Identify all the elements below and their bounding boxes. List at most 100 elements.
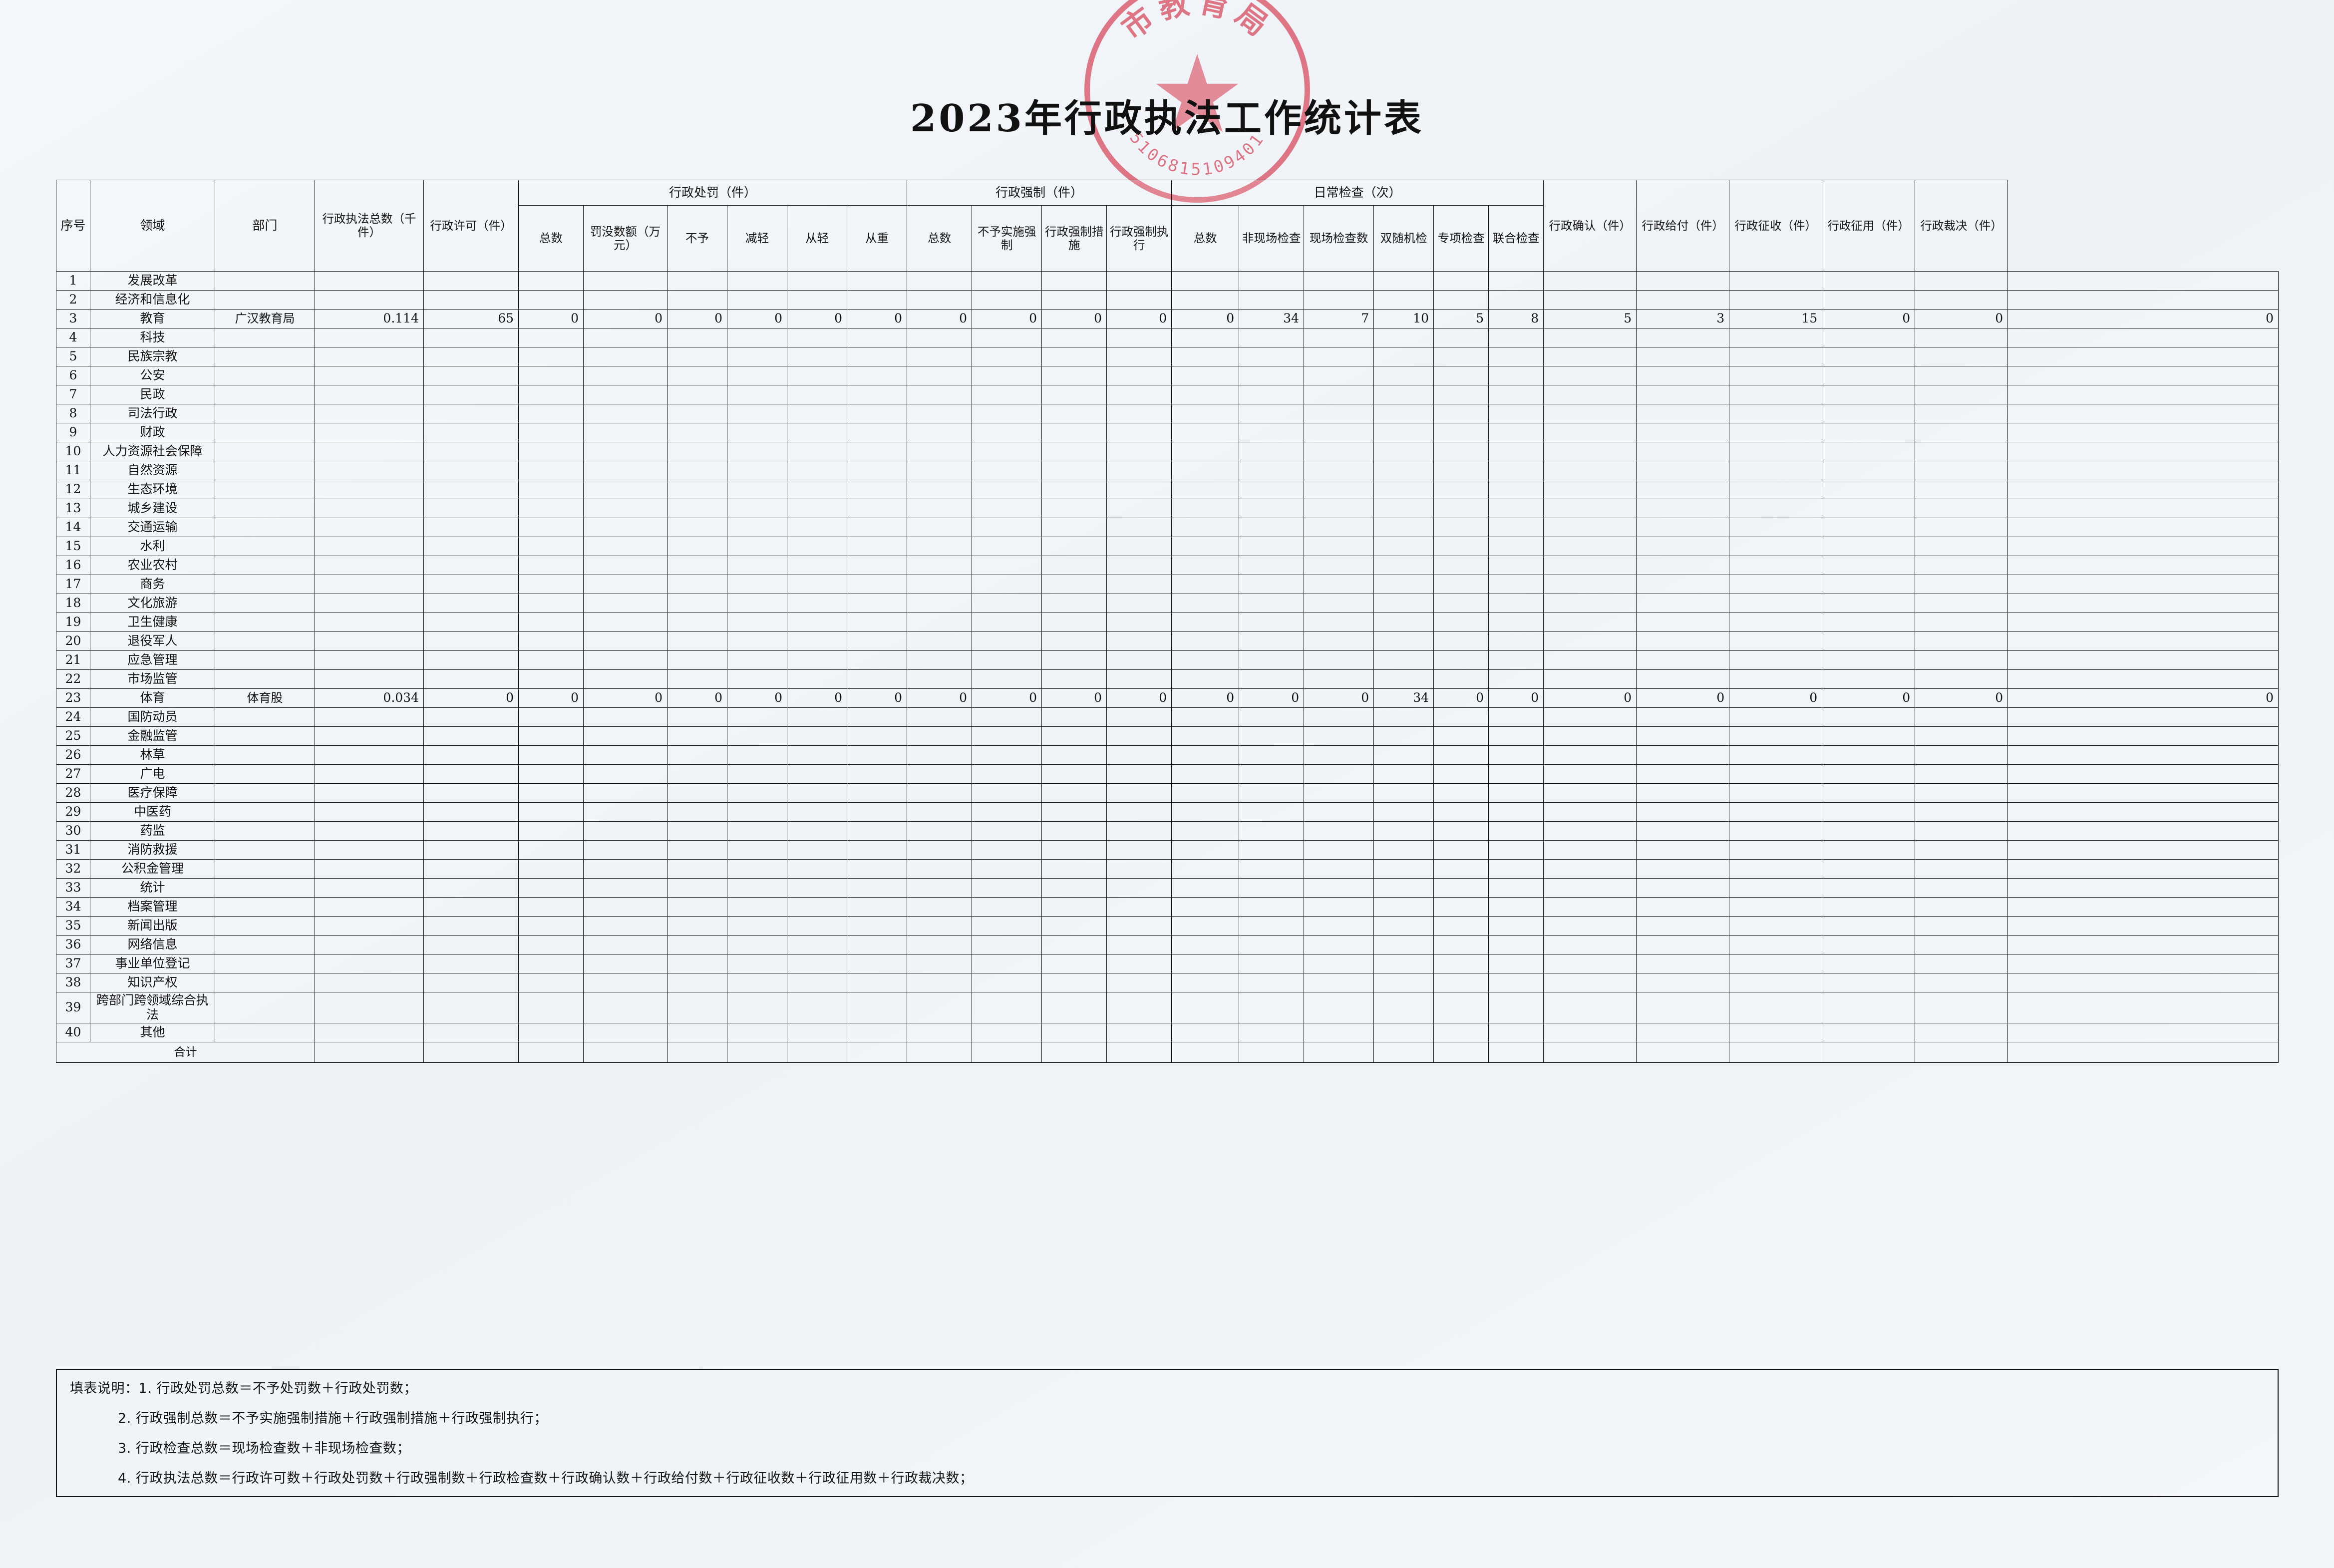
row-value-cell[interactable] (667, 992, 727, 1023)
row-value-cell[interactable] (423, 271, 519, 291)
row-value-cell[interactable] (1041, 669, 1107, 689)
total-value-cell[interactable] (907, 1042, 973, 1063)
row-value-cell[interactable] (787, 802, 847, 822)
row-value-cell[interactable] (907, 594, 973, 613)
row-value-cell[interactable] (972, 271, 1042, 291)
row-value-cell[interactable]: 0 (1915, 309, 2008, 328)
row-value-cell[interactable] (1041, 650, 1107, 670)
row-value-cell[interactable] (1915, 726, 2008, 746)
row-value-cell[interactable] (1729, 461, 1823, 480)
row-value-cell[interactable] (1171, 385, 1240, 404)
row-value-cell[interactable] (667, 840, 727, 860)
row-value-cell[interactable] (1106, 442, 1172, 461)
row-value-cell[interactable] (1488, 461, 1544, 480)
row-value-cell[interactable] (1729, 385, 1823, 404)
row-value-cell[interactable] (1106, 385, 1172, 404)
row-value-cell[interactable] (315, 385, 424, 404)
row-value-cell[interactable] (846, 347, 908, 366)
row-value-cell[interactable] (1171, 859, 1240, 879)
row-value-cell[interactable] (1729, 499, 1823, 518)
row-value-cell[interactable] (1729, 271, 1823, 291)
row-value-cell[interactable] (315, 594, 424, 613)
row-value-cell[interactable] (1433, 1023, 1489, 1042)
row-value-cell[interactable] (1543, 575, 1637, 594)
row-value-cell[interactable]: 0 (846, 688, 908, 708)
row-value-cell[interactable] (1239, 366, 1305, 385)
row-value-cell[interactable]: 0 (1488, 688, 1544, 708)
row-value-cell[interactable] (972, 783, 1042, 803)
row-value-cell[interactable] (1543, 954, 1637, 973)
row-value-cell[interactable] (907, 461, 973, 480)
row-value-cell[interactable] (2007, 840, 2279, 860)
row-value-cell[interactable] (667, 442, 727, 461)
row-value-cell[interactable] (1433, 707, 1489, 727)
row-value-cell[interactable] (972, 442, 1042, 461)
row-value-cell[interactable] (315, 461, 424, 480)
row-value-cell[interactable] (1729, 726, 1823, 746)
row-value-cell[interactable] (972, 290, 1042, 310)
row-value-cell[interactable] (1543, 518, 1637, 537)
row-department[interactable] (215, 840, 315, 860)
row-value-cell[interactable] (315, 935, 424, 954)
row-value-cell[interactable] (518, 461, 584, 480)
row-value-cell[interactable] (2007, 461, 2279, 480)
row-value-cell[interactable] (1373, 423, 1434, 442)
row-value-cell[interactable] (2007, 650, 2279, 670)
row-value-cell[interactable] (787, 556, 847, 575)
row-value-cell[interactable] (1106, 650, 1172, 670)
row-value-cell[interactable] (1822, 366, 1916, 385)
row-value-cell[interactable] (518, 575, 584, 594)
row-value-cell[interactable] (846, 290, 908, 310)
row-value-cell[interactable] (423, 518, 519, 537)
row-value-cell[interactable] (2007, 328, 2279, 347)
row-value-cell[interactable] (787, 1023, 847, 1042)
row-value-cell[interactable] (1041, 290, 1107, 310)
row-value-cell[interactable] (1171, 518, 1240, 537)
row-value-cell[interactable] (1171, 897, 1240, 917)
row-value-cell[interactable] (583, 423, 667, 442)
row-value-cell[interactable] (846, 726, 908, 746)
row-value-cell[interactable] (1041, 992, 1107, 1023)
row-value-cell[interactable] (423, 1023, 519, 1042)
row-value-cell[interactable] (1106, 802, 1172, 822)
row-value-cell[interactable] (1373, 518, 1434, 537)
row-value-cell[interactable] (1488, 537, 1544, 556)
row-value-cell[interactable] (2007, 783, 2279, 803)
row-value-cell[interactable] (1373, 366, 1434, 385)
row-value-cell[interactable]: 0 (1041, 309, 1107, 328)
row-value-cell[interactable] (1304, 935, 1374, 954)
row-value-cell[interactable] (1239, 594, 1305, 613)
row-value-cell[interactable] (1729, 650, 1823, 670)
row-value-cell[interactable] (1106, 366, 1172, 385)
row-value-cell[interactable] (727, 366, 787, 385)
row-value-cell[interactable] (787, 404, 847, 423)
row-value-cell[interactable] (1041, 954, 1107, 973)
row-value-cell[interactable]: 0 (667, 688, 727, 708)
row-value-cell[interactable] (846, 328, 908, 347)
row-value-cell[interactable] (727, 954, 787, 973)
row-value-cell[interactable] (1304, 726, 1374, 746)
row-value-cell[interactable] (1041, 707, 1107, 727)
row-value-cell[interactable] (1822, 423, 1916, 442)
row-value-cell[interactable] (787, 954, 847, 973)
row-value-cell[interactable] (1171, 461, 1240, 480)
row-value-cell[interactable] (1373, 347, 1434, 366)
row-value-cell[interactable] (727, 669, 787, 689)
row-value-cell[interactable] (727, 802, 787, 822)
row-value-cell[interactable] (1488, 328, 1544, 347)
row-value-cell[interactable] (972, 556, 1042, 575)
row-value-cell[interactable] (1488, 423, 1544, 442)
row-value-cell[interactable] (1171, 745, 1240, 765)
row-value-cell[interactable] (846, 992, 908, 1023)
row-value-cell[interactable] (2007, 385, 2279, 404)
row-value-cell[interactable] (907, 575, 973, 594)
row-value-cell[interactable] (1822, 954, 1916, 973)
row-value-cell[interactable] (1106, 878, 1172, 898)
row-value-cell[interactable] (1543, 594, 1637, 613)
row-department[interactable]: 广汉教育局 (215, 309, 315, 328)
row-value-cell[interactable] (2007, 423, 2279, 442)
row-value-cell[interactable]: 0 (583, 309, 667, 328)
row-value-cell[interactable] (518, 916, 584, 936)
row-value-cell[interactable] (1729, 992, 1823, 1023)
row-value-cell[interactable] (1304, 631, 1374, 651)
